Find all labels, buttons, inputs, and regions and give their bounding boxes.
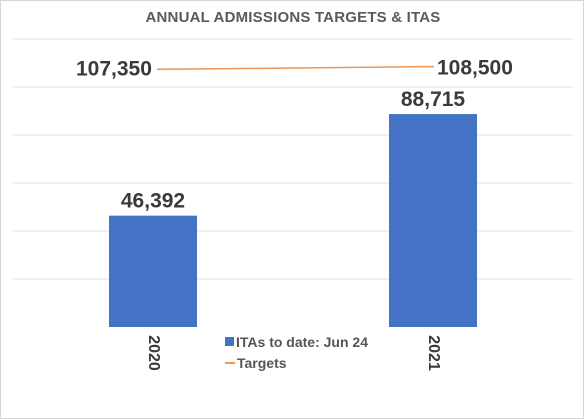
- x-tick-2021: 2021: [425, 335, 442, 371]
- target-series: [156, 65, 435, 71]
- data-labels: 46,392 88,715 107,350 108,500: [76, 57, 513, 213]
- bar-label-2020: 46,392: [121, 190, 185, 213]
- target-label-2020: 107,350: [76, 57, 152, 80]
- target-label-2021: 108,500: [437, 57, 513, 80]
- legend-label-targets: Targets: [237, 354, 287, 371]
- x-axis-ticks: 2020 2021: [145, 335, 442, 371]
- bar-label-2021: 88,715: [401, 88, 466, 111]
- legend: ITAs to date: Jun 24 Targets: [225, 331, 368, 373]
- bar-2020: [109, 215, 197, 327]
- bar-2021: [389, 114, 477, 327]
- gridlines: [13, 38, 573, 280]
- legend-item-targets: Targets: [225, 352, 368, 373]
- legend-swatch-bar: [225, 337, 234, 346]
- legend-swatch-line: [225, 361, 235, 364]
- x-tick-2020: 2020: [145, 335, 162, 371]
- target-line: [156, 65, 435, 71]
- legend-label-itas: ITAs to date: Jun 24: [236, 333, 368, 350]
- bar-series: [109, 114, 477, 327]
- legend-item-itas: ITAs to date: Jun 24: [225, 331, 368, 352]
- chart-title: ANNUAL ADMISSIONS TARGETS & ITAS: [145, 9, 441, 26]
